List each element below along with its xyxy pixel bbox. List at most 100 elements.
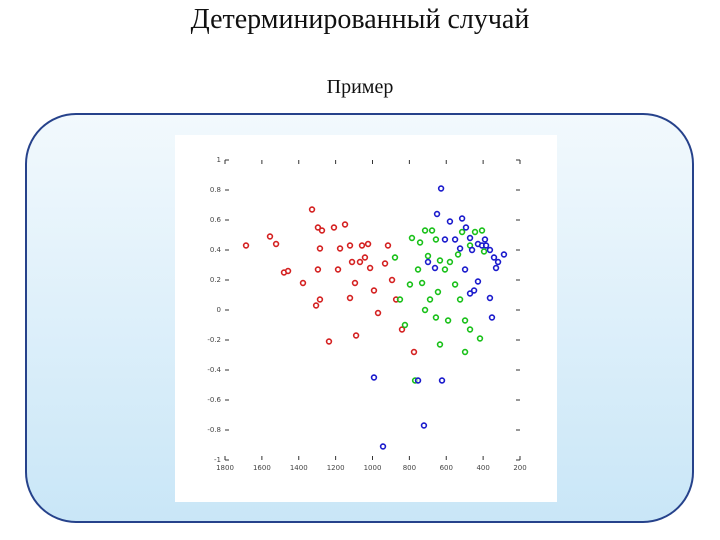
point bbox=[314, 224, 322, 231]
point bbox=[466, 290, 474, 297]
point bbox=[358, 242, 366, 249]
point bbox=[242, 242, 250, 249]
point bbox=[492, 264, 500, 272]
point bbox=[470, 287, 478, 294]
point bbox=[446, 258, 454, 266]
y-tick-label: 0.6 bbox=[210, 216, 222, 224]
point bbox=[444, 317, 452, 324]
point bbox=[494, 258, 502, 266]
point bbox=[370, 374, 378, 381]
point bbox=[410, 348, 418, 356]
point bbox=[428, 227, 436, 234]
point bbox=[341, 221, 349, 228]
point bbox=[366, 264, 374, 272]
plot-background bbox=[175, 135, 557, 502]
point bbox=[336, 245, 344, 252]
y-tick-label: -1 bbox=[214, 456, 221, 464]
x-tick-label: 1800 bbox=[216, 464, 234, 472]
point bbox=[478, 227, 486, 234]
x-tick-label: 400 bbox=[476, 464, 489, 472]
point bbox=[424, 258, 432, 266]
point bbox=[426, 296, 434, 303]
point bbox=[468, 246, 476, 254]
point bbox=[461, 348, 469, 356]
point bbox=[434, 288, 442, 296]
x-tick-label: 800 bbox=[403, 464, 416, 472]
point bbox=[490, 254, 498, 261]
point bbox=[458, 215, 466, 222]
x-tick-label: 1200 bbox=[327, 464, 345, 472]
x-tick-label: 1400 bbox=[290, 464, 308, 472]
point bbox=[454, 251, 462, 258]
point bbox=[481, 236, 489, 243]
point bbox=[374, 309, 382, 317]
point bbox=[391, 254, 399, 261]
y-tick-label: -0.6 bbox=[207, 396, 221, 404]
point bbox=[314, 266, 322, 273]
point bbox=[421, 306, 429, 314]
point bbox=[370, 287, 378, 294]
y-tick-label: -0.2 bbox=[207, 336, 221, 344]
point bbox=[316, 245, 324, 252]
x-tick-label: 1000 bbox=[364, 464, 382, 472]
point bbox=[266, 233, 274, 240]
point bbox=[364, 240, 372, 248]
point bbox=[325, 338, 333, 345]
point bbox=[466, 234, 474, 242]
point bbox=[466, 326, 474, 333]
point bbox=[451, 281, 459, 288]
point bbox=[312, 302, 320, 309]
point bbox=[352, 332, 360, 339]
point bbox=[381, 260, 389, 267]
point bbox=[486, 294, 494, 302]
point bbox=[384, 242, 392, 249]
point bbox=[272, 240, 280, 248]
point bbox=[318, 227, 326, 234]
point bbox=[486, 246, 494, 254]
point bbox=[421, 227, 429, 234]
point bbox=[433, 210, 441, 218]
y-tick-label: 1 bbox=[217, 156, 221, 164]
point bbox=[424, 252, 432, 260]
point bbox=[488, 314, 496, 321]
point bbox=[431, 264, 439, 272]
point bbox=[408, 234, 416, 242]
point bbox=[401, 321, 409, 329]
point bbox=[436, 341, 444, 348]
point bbox=[416, 239, 424, 246]
point bbox=[437, 185, 445, 192]
point bbox=[299, 279, 307, 287]
point bbox=[356, 258, 364, 266]
point bbox=[471, 228, 479, 236]
slide-subtitle: Пример bbox=[327, 76, 394, 98]
point bbox=[414, 266, 422, 273]
point bbox=[451, 236, 459, 243]
point bbox=[436, 257, 444, 264]
point bbox=[438, 377, 446, 384]
point bbox=[396, 296, 404, 303]
y-tick-label: -0.8 bbox=[207, 426, 221, 434]
point bbox=[414, 377, 422, 384]
x-tick-label: 600 bbox=[440, 464, 453, 472]
point bbox=[351, 279, 359, 287]
x-tick-label: 200 bbox=[513, 464, 526, 472]
point bbox=[500, 251, 508, 258]
slide-title: Детерминированный случай bbox=[191, 4, 530, 35]
point bbox=[346, 294, 354, 302]
point bbox=[456, 296, 464, 303]
point bbox=[432, 236, 440, 243]
y-tick-label: -0.4 bbox=[207, 366, 221, 374]
point bbox=[284, 267, 292, 275]
y-tick-label: 0.4 bbox=[210, 246, 222, 254]
point bbox=[420, 422, 428, 429]
y-tick-label: 0 bbox=[217, 306, 221, 314]
point bbox=[418, 279, 426, 287]
point bbox=[308, 206, 316, 213]
point bbox=[316, 296, 324, 303]
point bbox=[482, 242, 490, 249]
point bbox=[441, 236, 449, 243]
point bbox=[330, 224, 338, 231]
point bbox=[458, 228, 466, 236]
